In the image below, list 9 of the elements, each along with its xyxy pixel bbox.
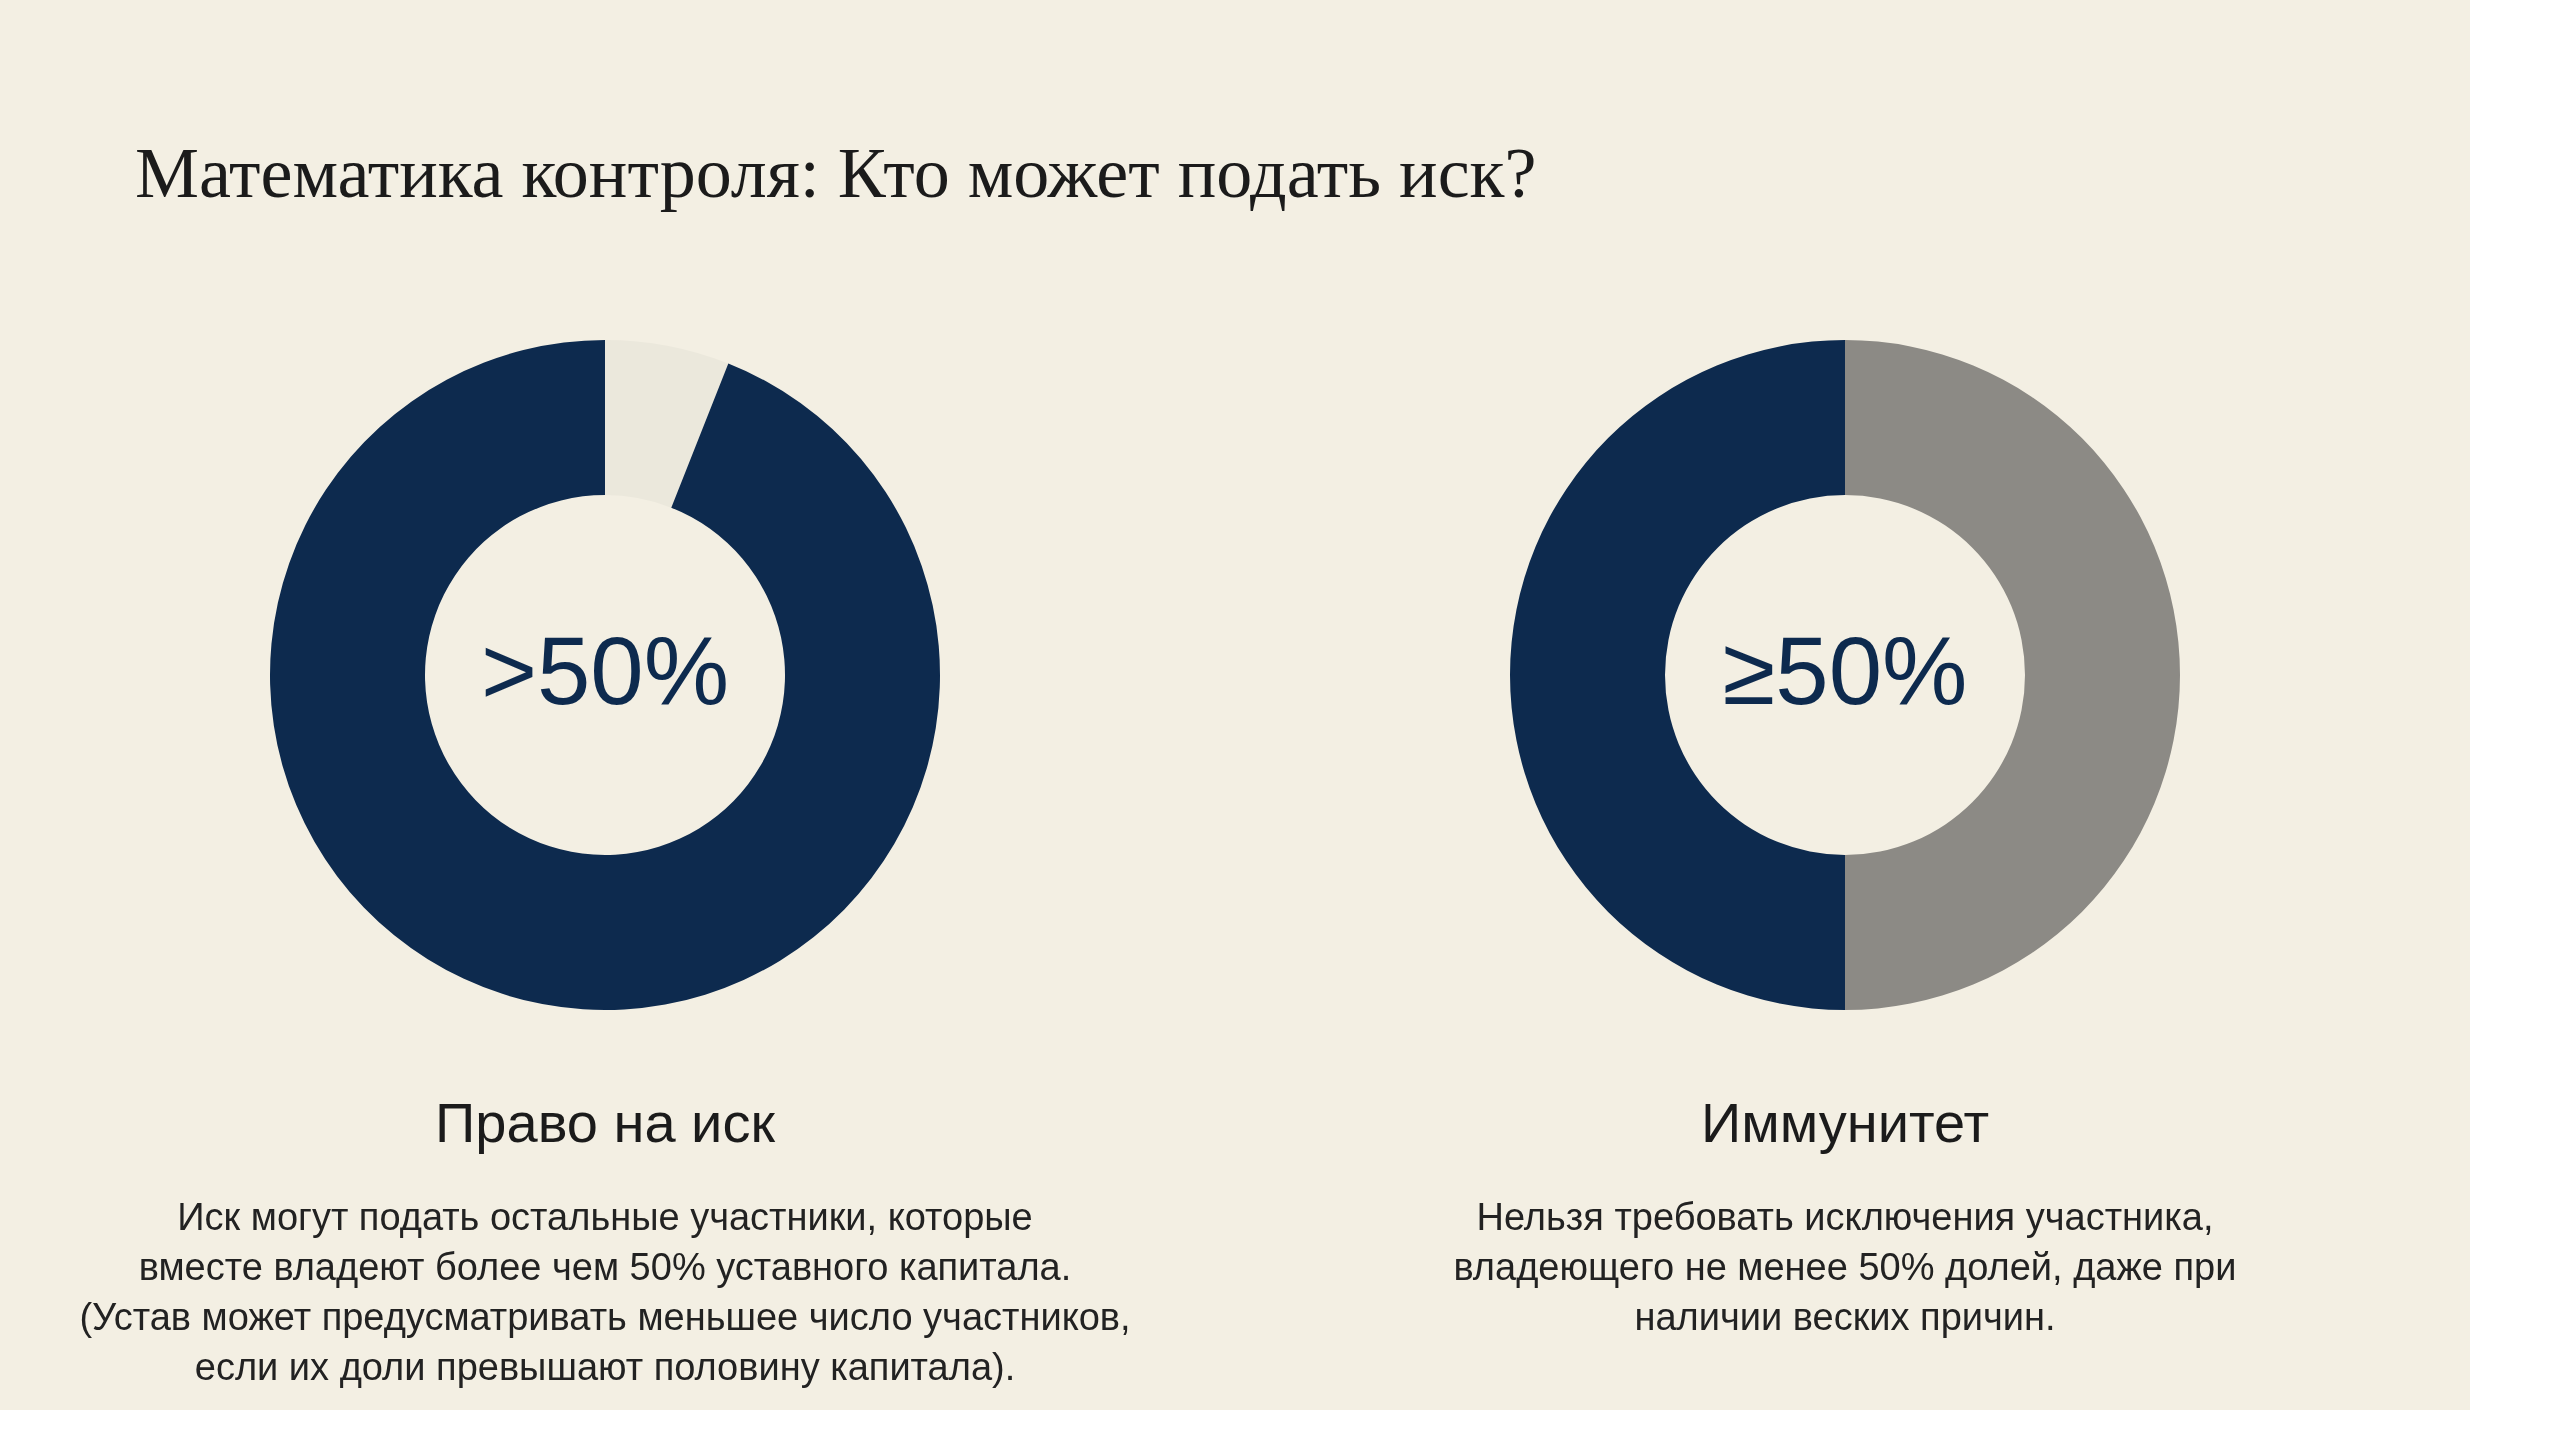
- text: Иск могут подать остальные участники, которые вместе владеют более чем 50% уставного капитала. (Устав может предусматривать меньшее число участников, если их доли превышают половину капитала).: [79, 1196, 1131, 1388]
- text: Математика контроля: Кто может подать иск?: [135, 133, 1537, 213]
- text: Право на иск: [435, 1091, 776, 1154]
- text: Иммунитет: [1700, 1091, 1990, 1154]
- text: >50%: [480, 617, 730, 724]
- donut-slice: [270, 340, 940, 1010]
- text: ≥50%: [1722, 617, 1968, 724]
- text: Нельзя требовать исключения участника, владеющего не менее 50% долей, даже при наличии веских причин.: [1453, 1196, 2237, 1338]
- donut-slice: [605, 340, 729, 508]
